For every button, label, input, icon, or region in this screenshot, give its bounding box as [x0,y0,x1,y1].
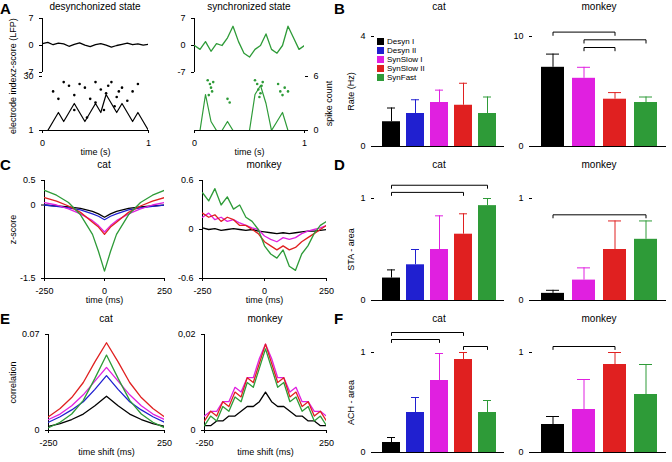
svg-text:1: 1 [302,138,307,148]
html-text:B: B [334,0,345,17]
svg-text:-0.6: -0.6 [178,273,194,283]
svg-text:250: 250 [319,286,334,296]
svg-text:0,02: 0,02 [178,329,196,339]
html-text:F: F [334,310,344,327]
svg-text:0.6: 0.6 [181,175,194,185]
svg-text:electrode index: electrode index [8,72,18,134]
svg-text:0: 0 [190,425,195,435]
svg-text:250: 250 [319,438,334,448]
svg-text:correlation: correlation [8,361,18,403]
svg-text:-1.5: -1.5 [20,273,36,283]
html-text:SynSlow II: SynSlow II [387,64,425,73]
svg-text:30: 30 [23,71,33,81]
svg-text:0: 0 [40,138,45,148]
html-text:E: E [0,310,10,327]
svg-text:7: 7 [180,13,185,23]
svg-text:time (s): time (s) [235,147,265,157]
svg-text:0: 0 [314,125,319,135]
svg-text:0: 0 [102,285,107,296]
svg-text:z-score: z-score [8,215,18,245]
svg-text:4: 4 [360,31,365,41]
svg-text:7: 7 [28,13,33,23]
svg-text:-250: -250 [35,286,53,296]
html-text:monkey: monkey [246,159,282,170]
html-text:C: C [0,156,11,173]
html-text:cat: cat [432,159,446,170]
svg-text:0: 0 [360,141,365,151]
svg-text:0: 0 [518,447,523,457]
svg-text:1: 1 [518,193,523,203]
svg-text:1: 1 [518,347,523,357]
svg-text:10: 10 [513,31,523,41]
svg-text:0: 0 [192,138,197,148]
svg-text:-7: -7 [177,67,185,77]
svg-text:0.5: 0.5 [23,175,36,185]
svg-text:1: 1 [360,193,365,203]
svg-text:0.07: 0.07 [22,329,40,339]
svg-text:-250: -250 [193,286,211,296]
html-text:desynchonized state: desynchonized state [49,1,141,12]
html-text:cat: cat [432,313,446,324]
html-text:monkey: monkey [581,159,617,170]
svg-text:1: 1 [360,347,365,357]
html-text:SynFast: SynFast [387,73,417,82]
svg-text:spike count: spike count [324,80,334,126]
svg-text:0: 0 [360,295,365,305]
svg-text:0: 0 [262,285,267,296]
html-text:monkey: monkey [581,313,617,324]
svg-text:0: 0 [188,224,193,234]
svg-text:0: 0 [180,40,185,50]
svg-text:Rate (Hz): Rate (Hz) [346,72,356,111]
svg-text:-250: -250 [39,438,57,448]
svg-text:250: 250 [157,438,172,448]
svg-text:time (ms): time (ms) [86,295,124,305]
html-text:monkey: monkey [581,1,617,12]
svg-text:1: 1 [28,125,33,135]
svg-text:6: 6 [314,71,319,81]
html-text:D: D [334,156,345,173]
svg-text:time shift (ms): time shift (ms) [78,447,135,457]
html-text:synchronized state: synchronized state [207,1,291,12]
svg-text:0: 0 [30,200,35,210]
svg-text:0: 0 [28,40,33,50]
html-text:A: A [0,0,11,17]
svg-text:0: 0 [518,141,523,151]
svg-text:0: 0 [518,295,523,305]
svg-text:-250: -250 [195,438,213,448]
svg-text:0: 0 [34,425,39,435]
svg-text:STA - area: STA - area [346,228,356,270]
svg-text:time (s): time (s) [81,147,111,157]
html-text:Desyn II: Desyn II [387,46,417,55]
svg-text:z-score (LFP): z-score (LFP) [8,18,18,73]
svg-text:1: 1 [146,138,151,148]
html-text:cat: cat [99,313,113,324]
svg-text:ACH - area: ACH - area [346,380,356,425]
svg-text:0: 0 [360,447,365,457]
html-text:cat: cat [97,159,111,170]
html-text:cat: cat [432,1,446,12]
svg-text:time shift (ms): time shift (ms) [237,447,294,457]
html-text:SynSlow I: SynSlow I [387,55,423,64]
html-text:Desyn I: Desyn I [387,37,415,46]
html-text:monkey: monkey [247,313,283,324]
svg-text:time (ms): time (ms) [246,295,284,305]
svg-text:250: 250 [157,286,172,296]
